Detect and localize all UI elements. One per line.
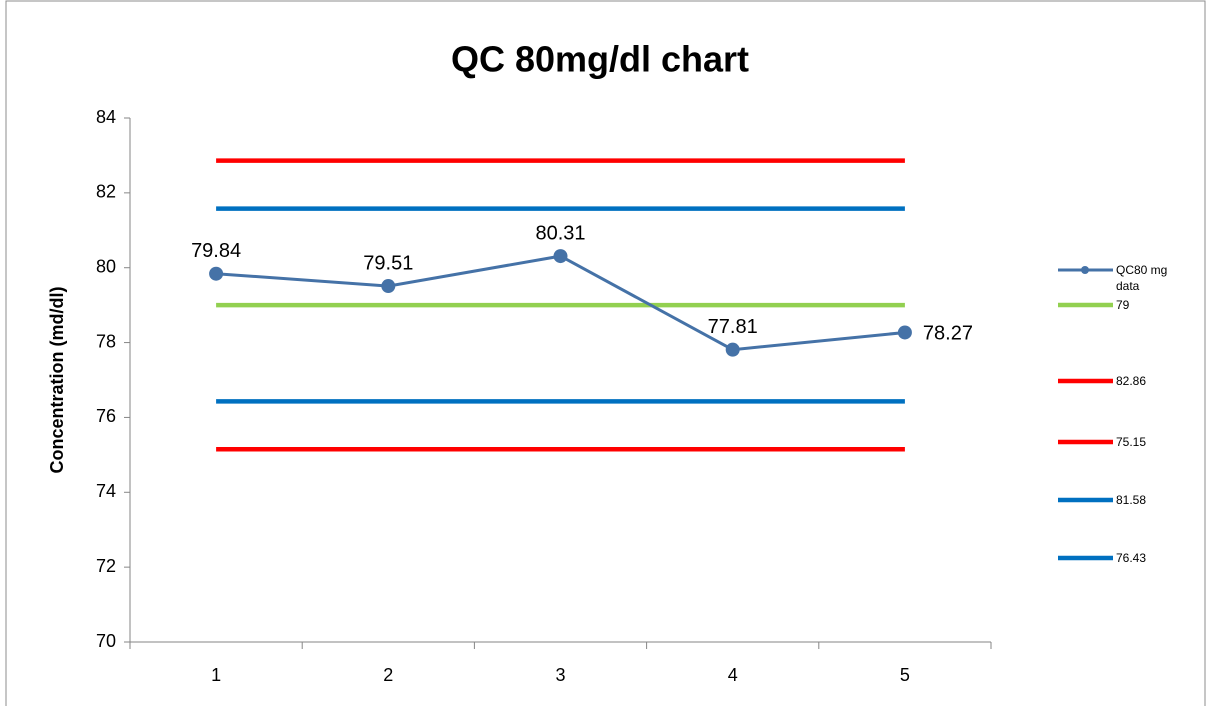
legend-entry: 81.58 xyxy=(1116,493,1147,507)
legend-entry: 75.15 xyxy=(1116,435,1147,449)
y-tick-label: 76 xyxy=(96,406,116,426)
y-tick-label: 82 xyxy=(96,182,116,202)
x-tick-label: 3 xyxy=(555,665,565,685)
y-tick-label: 70 xyxy=(96,631,116,651)
legend-label: 81.58 xyxy=(1116,493,1147,507)
legend-marker xyxy=(1081,266,1089,274)
data-point xyxy=(553,249,568,264)
legend-entry: 76.43 xyxy=(1116,551,1147,565)
legend-label: 82.86 xyxy=(1116,374,1147,388)
x-tick-label: 2 xyxy=(383,665,393,685)
y-tick-label: 84 xyxy=(96,107,116,127)
y-tick-label: 74 xyxy=(96,481,116,501)
data-label: 79.84 xyxy=(191,240,241,262)
chart-title: QC 80mg/dl chart xyxy=(451,39,749,80)
data-point xyxy=(897,325,912,340)
y-tick-label: 80 xyxy=(96,256,116,276)
data-label: 80.31 xyxy=(535,222,585,244)
legend-entry: 79 xyxy=(1116,298,1130,312)
data-point xyxy=(209,266,224,281)
data-label: 78.27 xyxy=(923,323,973,345)
legend-entry: 82.86 xyxy=(1116,374,1147,388)
legend-entry: QC80 mg data xyxy=(1116,263,1168,293)
y-tick-label: 78 xyxy=(96,331,116,351)
legend-label: 76.43 xyxy=(1116,551,1147,565)
data-label: 77.81 xyxy=(708,316,758,338)
chart-border xyxy=(5,0,1206,706)
data-point xyxy=(381,279,396,294)
x-tick-label: 5 xyxy=(900,665,910,685)
x-tick-label: 1 xyxy=(211,665,221,685)
data-label: 79.51 xyxy=(363,252,413,274)
y-axis-label: Concentration (md/dl) xyxy=(47,287,67,474)
legend-label: 79 xyxy=(1116,298,1130,312)
legend-label: QC80 mg data xyxy=(1116,263,1168,293)
y-tick-label: 72 xyxy=(96,556,116,576)
legend-label: 75.15 xyxy=(1116,435,1147,449)
x-tick-label: 4 xyxy=(728,665,738,685)
data-point xyxy=(725,342,740,357)
